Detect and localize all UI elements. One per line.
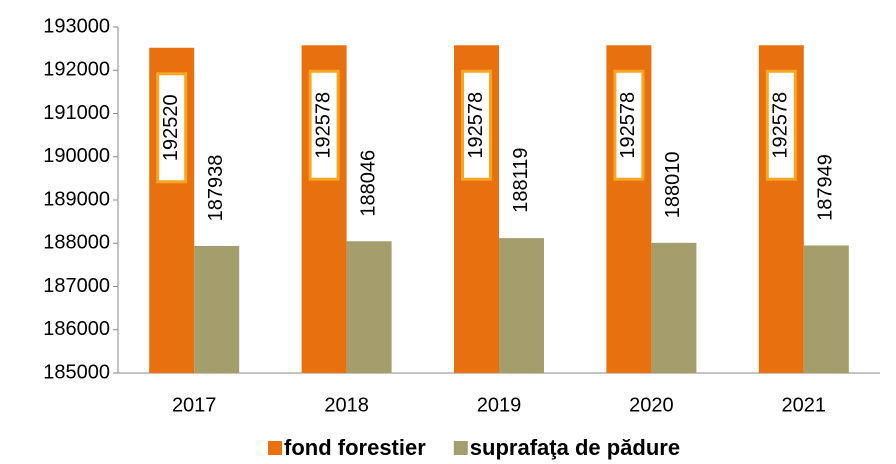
- value-label-box: [765, 69, 797, 181]
- bar: [194, 245, 240, 373]
- value-label: 192578: [617, 92, 639, 159]
- value-label-box: [308, 69, 340, 181]
- bar: [499, 238, 544, 373]
- legend-label: fond forestier: [284, 435, 426, 460]
- y-tick-label: 188000: [43, 232, 110, 254]
- value-label: 192578: [770, 92, 792, 159]
- value-label: 192520: [160, 94, 182, 161]
- value-label: 192578: [465, 92, 487, 159]
- y-tick-label: 187000: [43, 275, 110, 297]
- y-tick-label: 193000: [43, 15, 110, 37]
- value-label: 188119: [510, 147, 532, 212]
- legend-label: suprafaţa de pădure: [470, 435, 680, 460]
- value-label-box: [613, 69, 645, 181]
- y-tick-label: 191000: [43, 102, 110, 124]
- value-label-box: [461, 69, 492, 181]
- legend-swatch: [268, 441, 282, 455]
- x-tick-label: 2021: [782, 394, 827, 416]
- x-tick-label: 2019: [477, 394, 522, 416]
- value-label: 187949: [815, 154, 837, 221]
- bar: [651, 242, 697, 373]
- y-tick-label: 192000: [43, 59, 110, 81]
- legend-swatch: [453, 441, 468, 455]
- x-tick-label: 2018: [324, 394, 369, 416]
- value-label: 192578: [312, 92, 334, 159]
- y-tick-label: 186000: [43, 318, 110, 340]
- bar: [803, 245, 849, 373]
- y-tick-label: 190000: [43, 145, 110, 167]
- value-label: 187938: [205, 155, 227, 222]
- value-label: 188046: [357, 150, 379, 217]
- y-tick-label: 185000: [43, 361, 110, 383]
- x-tick-label: 2017: [172, 394, 217, 416]
- y-tick-label: 189000: [43, 188, 110, 210]
- value-label: 188010: [662, 151, 684, 218]
- bar: [346, 241, 392, 373]
- value-label-box: [156, 72, 188, 184]
- x-tick-label: 2020: [629, 394, 674, 416]
